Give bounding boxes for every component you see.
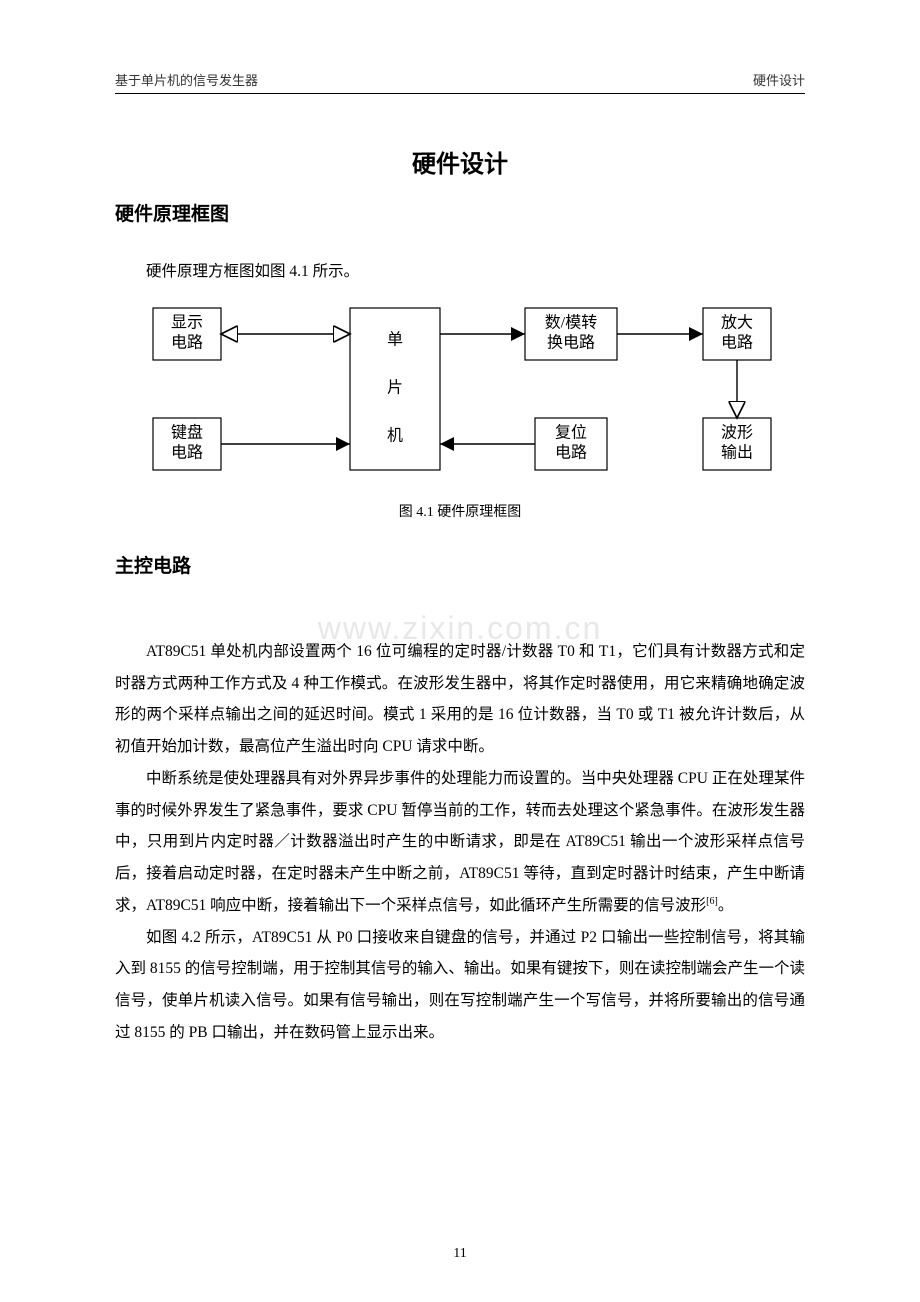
svg-text:数/模转: 数/模转 [545, 313, 597, 331]
p2-text: 中断系统是使处理器具有对外界异步事件的处理能力而设置的。当中央处理器 CPU 正… [115, 770, 805, 914]
svg-text:放大: 放大 [721, 313, 753, 331]
svg-text:键盘: 键盘 [171, 422, 203, 441]
svg-text:机: 机 [387, 426, 403, 444]
svg-text:电路: 电路 [171, 443, 203, 461]
svg-text:输出: 输出 [721, 443, 753, 461]
p2-tail: 。 [718, 897, 734, 914]
page-number: 11 [453, 1246, 466, 1262]
paragraph-2: 中断系统是使处理器具有对外界异步事件的处理能力而设置的。当中央处理器 CPU 正… [115, 763, 805, 922]
section-heading-diagram: 硬件原理框图 [115, 199, 805, 226]
figure-caption: 图 4.1 硬件原理框图 [115, 501, 805, 521]
intro-paragraph: 硬件原理方框图如图 4.1 所示。 [115, 256, 805, 288]
header-left: 基于单片机的信号发生器 [115, 70, 258, 89]
svg-text:波形: 波形 [721, 423, 753, 441]
svg-text:显示: 显示 [171, 314, 203, 331]
page: 基于单片机的信号发生器 硬件设计 硬件设计 硬件原理框图 硬件原理方框图如图 4… [0, 0, 920, 1109]
svg-text:单: 单 [387, 330, 403, 348]
svg-text:片: 片 [387, 378, 403, 396]
citation-ref: [6] [706, 896, 718, 907]
svg-text:电路: 电路 [555, 443, 587, 461]
running-header: 基于单片机的信号发生器 硬件设计 [115, 70, 805, 94]
svg-text:复位: 复位 [555, 423, 587, 441]
paragraph-3: 如图 4.2 所示，AT89C51 从 P0 口接收来自键盘的信号，并通过 P2… [115, 922, 805, 1049]
header-right: 硬件设计 [753, 70, 805, 89]
block-diagram-svg: 显示电路键盘电路单片机数/模转换电路复位电路放大电路波形输出 [115, 298, 795, 488]
svg-text:电路: 电路 [171, 333, 203, 351]
svg-text:电路: 电路 [721, 333, 753, 351]
svg-text:换电路: 换电路 [547, 333, 595, 351]
page-title: 硬件设计 [115, 144, 805, 179]
block-diagram: 显示电路键盘电路单片机数/模转换电路复位电路放大电路波形输出 [115, 298, 805, 493]
section-heading-main: 主控电路 [115, 551, 805, 578]
paragraph-1: AT89C51 单处机内部设置两个 16 位可编程的定时器/计数器 T0 和 T… [115, 636, 805, 763]
